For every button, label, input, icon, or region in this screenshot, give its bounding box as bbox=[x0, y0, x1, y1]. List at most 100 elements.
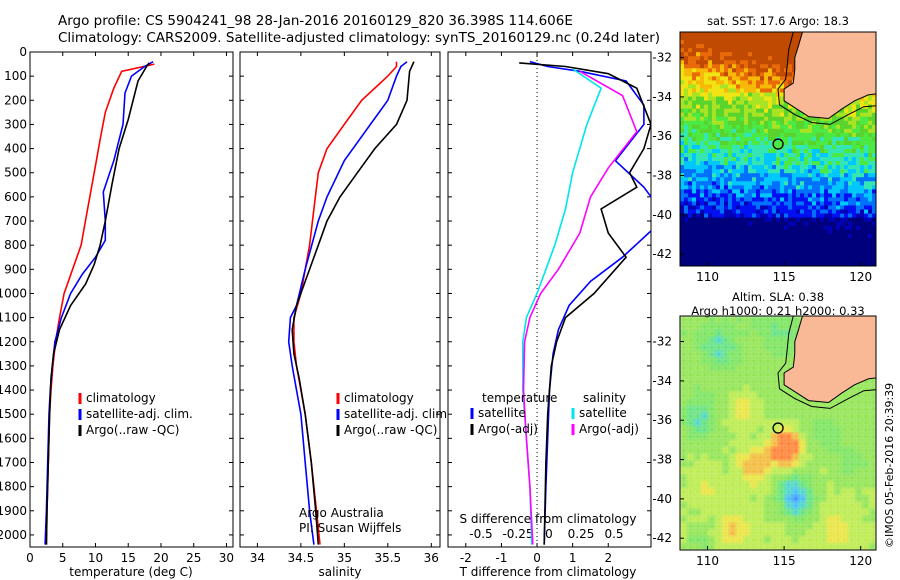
sst-cell bbox=[832, 257, 837, 263]
sla-cell bbox=[848, 508, 856, 517]
sst-cell bbox=[804, 193, 809, 199]
sla-cell bbox=[687, 488, 695, 496]
sst-cell bbox=[760, 237, 765, 243]
sst-cell bbox=[688, 84, 693, 90]
sst-cell bbox=[860, 233, 865, 239]
sst-cell bbox=[708, 193, 713, 199]
sst-cell bbox=[772, 96, 777, 102]
sst-cell bbox=[844, 177, 849, 182]
sst-cell bbox=[872, 108, 876, 114]
sst-cell bbox=[720, 84, 725, 90]
sla-cell bbox=[687, 474, 695, 482]
sla-cell bbox=[764, 433, 772, 441]
sla-cell bbox=[736, 529, 744, 537]
sst-cell bbox=[788, 153, 793, 158]
sst-cell bbox=[784, 193, 789, 199]
sst-cell bbox=[684, 245, 689, 251]
sst-cell bbox=[696, 189, 701, 194]
sst-cell bbox=[816, 209, 821, 215]
sst-cell bbox=[872, 120, 876, 126]
sst-cell bbox=[716, 169, 721, 174]
sst-cell bbox=[704, 64, 709, 69]
sst-cell bbox=[700, 84, 705, 90]
sst-cell bbox=[800, 197, 805, 203]
sst-cell bbox=[872, 205, 876, 211]
sst-cell bbox=[688, 48, 693, 53]
sla-cell bbox=[764, 371, 772, 379]
sst-cell bbox=[724, 96, 729, 102]
sst-cell bbox=[752, 32, 757, 37]
sst-cell bbox=[724, 132, 729, 138]
sst-cell bbox=[716, 161, 721, 166]
sla-cell bbox=[764, 316, 772, 324]
sst-cell bbox=[772, 213, 777, 219]
sst-cell bbox=[696, 169, 701, 174]
x-tick-label: 10 bbox=[88, 551, 103, 565]
sst-cell bbox=[824, 197, 829, 203]
sst-cell bbox=[720, 157, 725, 162]
sst-cell bbox=[836, 128, 841, 134]
sla-cell bbox=[729, 350, 737, 358]
sst-cell bbox=[808, 237, 813, 243]
sst-cell bbox=[828, 189, 833, 194]
sst-cell bbox=[728, 40, 733, 45]
sst-cell bbox=[812, 149, 817, 154]
sst-cell bbox=[856, 253, 861, 259]
sst-cell bbox=[692, 64, 697, 69]
sla-cell bbox=[862, 426, 870, 434]
sst-cell bbox=[772, 257, 777, 263]
sla-cell bbox=[687, 481, 695, 489]
sla-cell bbox=[687, 329, 695, 338]
sst-cell bbox=[804, 245, 809, 251]
sst-cell bbox=[764, 100, 769, 106]
sst-cell bbox=[828, 209, 833, 215]
sst-cell bbox=[740, 161, 745, 166]
sla-cell bbox=[722, 467, 730, 475]
sst-cell bbox=[800, 181, 805, 186]
sla-cell bbox=[862, 488, 870, 496]
sst-cell bbox=[848, 229, 853, 235]
sla-cell bbox=[855, 529, 863, 537]
sst-cell bbox=[776, 205, 781, 211]
sla-cell bbox=[694, 536, 702, 544]
sla-cell bbox=[715, 384, 723, 393]
s-tick-label: -0.25 bbox=[502, 527, 533, 541]
sst-cell bbox=[776, 132, 781, 138]
sst-cell bbox=[704, 213, 709, 219]
sst-cell bbox=[852, 217, 857, 223]
sst-cell bbox=[748, 225, 753, 231]
sst-cell bbox=[724, 261, 729, 266]
sst-cell bbox=[768, 161, 773, 166]
sla-cell bbox=[792, 522, 800, 531]
sst-cell bbox=[788, 221, 793, 227]
sst-map-title: sat. SST: 17.6 Argo: 18.3 bbox=[707, 14, 849, 28]
sst-cell bbox=[800, 261, 805, 266]
sst-cell bbox=[844, 217, 849, 223]
sla-cell bbox=[813, 536, 821, 544]
sst-cell bbox=[736, 241, 741, 247]
sst-cell bbox=[828, 249, 833, 255]
sst-cell bbox=[732, 193, 737, 199]
sst-cell bbox=[852, 177, 857, 182]
sst-cell bbox=[816, 177, 821, 182]
sst-cell bbox=[872, 237, 876, 243]
sst-cell bbox=[684, 48, 689, 53]
sst-cell bbox=[680, 253, 685, 259]
sst-cell bbox=[720, 32, 725, 37]
sst-cell bbox=[764, 177, 769, 182]
sst-cell bbox=[692, 112, 697, 118]
sst-cell bbox=[848, 189, 853, 194]
sst-cell bbox=[784, 112, 789, 118]
sst-cell bbox=[748, 177, 753, 182]
sst-cell bbox=[716, 181, 721, 186]
sla-cell bbox=[799, 474, 807, 482]
sst-cell bbox=[684, 165, 689, 170]
sst-cell bbox=[696, 201, 701, 207]
sst-cell bbox=[716, 80, 721, 86]
sst-cell bbox=[784, 233, 789, 239]
sst-cell bbox=[836, 177, 841, 182]
sst-cell bbox=[684, 140, 689, 146]
sst-cell bbox=[720, 40, 725, 45]
sst-cell bbox=[836, 157, 841, 162]
sla-cell bbox=[862, 536, 870, 544]
